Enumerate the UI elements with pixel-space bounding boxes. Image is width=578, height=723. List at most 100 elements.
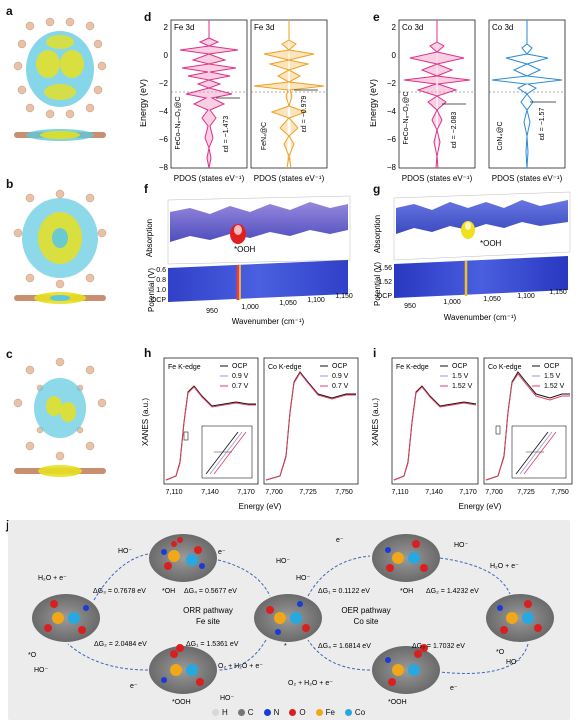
pathway-dg4-oer: ΔG₄ = 1.6814 eV [318, 643, 371, 650]
xanes-i-ylabel: XANES (a.u.) [371, 398, 380, 446]
xanes-h-right-legend: OCP [332, 363, 348, 370]
pathway-ho-minus: HO⁻ [454, 542, 469, 549]
pdos-d-right-sample: FeN₄@C [261, 122, 268, 150]
xanes-i-left-curve [393, 385, 477, 481]
xanes-i-left-title: Fe K-edge [396, 364, 429, 371]
xanes-h-right-xtick: 7,700 [265, 489, 283, 496]
pdos-d-left-xlabel: PDOS (states eV⁻¹) [174, 174, 245, 183]
ir-f-ytick: 0.6 [156, 267, 166, 274]
xanes-h-left-title: Fe K-edge [168, 364, 201, 371]
molecule-bottom-left [149, 644, 217, 694]
pdos-d-right-center: εd = −0.979 [301, 96, 308, 133]
xanes-i-right-xtick: 7,700 [485, 489, 503, 496]
pdos-d-right-title: Fe 3d [254, 23, 274, 32]
panel-label-c: c [6, 347, 13, 361]
ir-f-xtick: 1,000 [241, 304, 259, 311]
pathway-e-minus: e⁻ [218, 549, 226, 556]
pdos-e-ytick: −8 [387, 163, 397, 172]
xanes-i-right-legend: OCP [544, 363, 560, 370]
ir-f-xtick: 1,150 [335, 293, 353, 300]
xanes-i-left-xtick: 7,110 [392, 489, 409, 496]
panel-label-h: h [144, 346, 152, 360]
pdos-e-ylabel: Energy (eV) [370, 79, 378, 127]
pdos-d-ytick: −4 [159, 107, 169, 116]
panel-label-f: f [144, 182, 148, 196]
pdos-e-left-xlabel: PDOS (states eV⁻¹) [402, 174, 473, 183]
pathway-ho-minus: HO⁻ [118, 548, 133, 555]
structure-top-view-a [13, 17, 107, 119]
pathway-ho-minus: HO⁻ [220, 695, 235, 702]
pathway-ho-minus: HO⁻ [296, 575, 311, 582]
charge-density-c [13, 358, 107, 477]
pdos-e-right-title: Co 3d [492, 23, 513, 32]
xanes-h-left-xtick: 7,110 [166, 489, 183, 496]
pathway-ooh-right: *OOH [388, 699, 407, 706]
legend-item-fe: Fe [315, 708, 335, 717]
pathway-h2o-e-left: H₂O + e⁻ [38, 575, 67, 582]
pathway-dg4-orr: ΔG₄ = 0.5677 eV [184, 588, 237, 595]
molecule-bottom-right [372, 644, 440, 694]
charge-density-b [13, 189, 107, 304]
xanes-h-xlabel: Energy (eV) [239, 502, 282, 511]
pathway-oh-right: *OH [400, 588, 413, 595]
ir-f-ytick: OCP [151, 297, 167, 304]
ir-g-xlabel: Wavenumber (cm⁻¹) [444, 313, 517, 322]
pathway-o2-h2o-e: O₂ + H₂O + e⁻ [288, 680, 333, 687]
xanes-i-xlabel: Energy (eV) [459, 502, 502, 511]
panel-label-b: b [6, 177, 14, 191]
pathway-o-right: *O [496, 649, 505, 656]
pdos-e-ytick: 2 [392, 23, 397, 32]
pdos-d-ytick: 2 [164, 23, 169, 32]
pdos-e-right-sample: CoN₄@C [497, 121, 504, 150]
xanes-h-right-legend: 0.7 V [332, 383, 349, 390]
ir-g-floor [394, 256, 568, 298]
pdos-d-left-center: εd = −1.473 [223, 116, 230, 153]
legend-dot-fe-icon [315, 709, 323, 716]
xanes-i-right-xtick: 7,725 [517, 489, 535, 496]
reaction-pathway-diagram: HO⁻ e⁻ HO⁻ e⁻ HO⁻ HO⁻ H₂O + e⁻ H₂O + e⁻ … [28, 534, 554, 706]
ir-f-ytick: 0.8 [156, 277, 166, 284]
ir-g-xtick: 1,050 [483, 296, 501, 303]
ir-g-ytick: 1.56 [378, 265, 392, 272]
xanes-i-right-title: Co K-edge [488, 364, 522, 371]
xanes-i-left-xtick: 7,140 [425, 489, 443, 496]
structure-side-view-a [14, 129, 106, 141]
pdos-e-left-center: εd = −2.083 [451, 112, 458, 149]
legend-dot-n-icon [263, 709, 271, 716]
pdos-e-left-sample: FeCo–N₆–O₂@C [403, 91, 410, 144]
pdos-d-ylabel: Energy (eV) [140, 79, 148, 127]
xanes-h-left-legend: 0.9 V [232, 373, 249, 380]
pdos-d-right-xlabel: PDOS (states eV⁻¹) [254, 174, 325, 183]
ir-f-ytick: 1.0 [156, 287, 166, 294]
xanes-h-right-xtick: 7,750 [335, 489, 353, 496]
pdos-e-ytick: −4 [387, 107, 397, 116]
ir-g-xtick: 1,000 [443, 299, 461, 306]
xanes-h-left-legend: OCP [232, 363, 248, 370]
xanes-h-ylabel: XANES (a.u.) [141, 398, 150, 446]
ir-f-floor [168, 260, 348, 302]
pathway-star: * [284, 643, 287, 650]
pathway-e-minus: e⁻ [130, 683, 138, 690]
legend-item-co: Co [344, 708, 365, 717]
ir-f-xtick: 950 [206, 308, 218, 315]
legend-dot-h-icon [212, 709, 219, 716]
panel-label-e: e [373, 10, 380, 24]
pathway-ooh-left: *OOH [172, 699, 191, 706]
pdos-d-ytick: −8 [159, 163, 169, 172]
xanes-i-left-xtick: 7,170 [459, 489, 477, 496]
pathway-orr-site: Fe site [196, 617, 221, 626]
legend-dot-c-icon [237, 709, 245, 716]
pdos-d-right-curve [287, 20, 325, 169]
panel-label-a: a [6, 4, 13, 18]
pathway-ho-minus: HO⁻ [506, 659, 521, 666]
ir-g-annotation: *OOH [480, 239, 502, 248]
xanes-i-left-legend: 1.52 V [452, 383, 473, 390]
pathway-dg2-orr: ΔG₂ = 2.0484 eV [94, 641, 147, 648]
molecule-top-right [372, 534, 440, 582]
pdos-d-left-title: Fe 3d [174, 23, 194, 32]
xanes-i-right-legend: 1.52 V [544, 383, 565, 390]
pdos-d-left-sample: FeCo–N₆–O₂@C [175, 96, 182, 149]
ir-g-ylabel: Potential (V) [373, 262, 382, 306]
ir-f-zlabel: Absorption [145, 219, 154, 257]
xanes-i-left-legend: 1.5 V [452, 373, 469, 380]
